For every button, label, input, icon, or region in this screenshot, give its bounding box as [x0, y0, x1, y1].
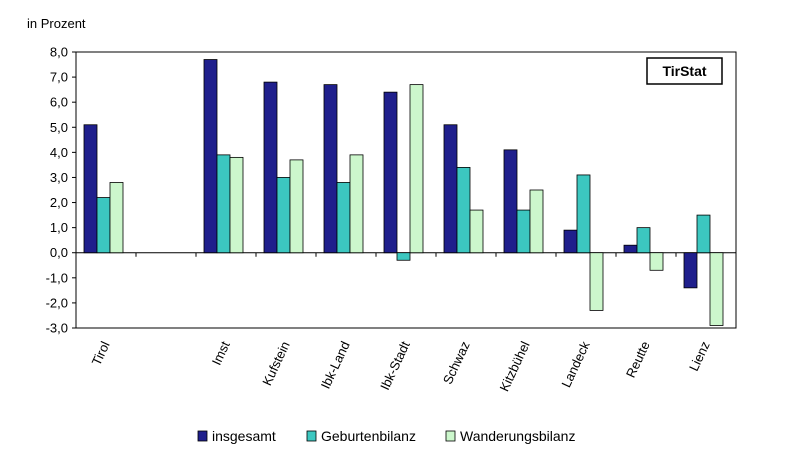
y-tick-label: 5,0	[50, 120, 68, 135]
x-tick-label: Ibk-Land	[318, 339, 353, 391]
bar	[409, 84, 424, 254]
bar	[383, 91, 398, 254]
x-tick-label: Kitzbühel	[497, 339, 533, 394]
x-tick-label: Tirol	[89, 339, 113, 368]
bar	[289, 159, 304, 254]
legend-label: insgesamt	[212, 428, 276, 444]
x-tick-label: Landeck	[558, 338, 593, 389]
bar	[529, 189, 544, 254]
bar	[263, 81, 278, 254]
bar	[83, 124, 98, 254]
y-tick-label: 6,0	[50, 95, 68, 110]
legend-label: Wanderungsbilanz	[460, 428, 575, 444]
x-tick-label: Imst	[209, 339, 233, 368]
y-tick-label: 7,0	[50, 70, 68, 85]
y-tick-label: 3,0	[50, 170, 68, 185]
legend: insgesamt Geburtenbilanz Wanderungsbilanz	[197, 428, 575, 444]
bar	[636, 227, 651, 254]
plot-frame	[75, 51, 737, 329]
bar	[276, 177, 291, 254]
bar	[216, 154, 231, 254]
brand-box: TirStat	[646, 57, 723, 85]
y-tick-label: 2,0	[50, 195, 68, 210]
bar	[589, 252, 604, 311]
bar	[203, 59, 218, 254]
plot-area: 8,0 7,0 6,0 5,0 4,0 3,0 2,0 1,0 0,0 -1,0 -2,0 -3,0 T…	[46, 45, 737, 394]
y-tick-label: -2,0	[46, 295, 68, 310]
bar	[576, 174, 591, 254]
bar	[323, 84, 338, 254]
bar	[336, 182, 351, 254]
x-tick-label: Kufstein	[259, 339, 292, 388]
x-tick-label: Ibk-Stadt	[377, 339, 413, 393]
bar	[469, 209, 484, 254]
bar	[649, 252, 664, 271]
x-tick-label: Reutte	[623, 339, 653, 380]
bar	[623, 244, 638, 254]
bar	[516, 209, 531, 254]
legend-label: Geburtenbilanz	[321, 428, 416, 444]
bar	[683, 252, 698, 289]
x-tick-label: Lienz	[686, 339, 713, 374]
bar	[709, 252, 724, 326]
brand-box-frame	[646, 57, 723, 85]
y-tick-label: 4,0	[50, 145, 68, 160]
y-axis-label: in Prozent	[27, 16, 86, 31]
bar	[443, 124, 458, 254]
bar	[503, 149, 518, 254]
y-tick-label: -3,0	[46, 321, 68, 336]
bar	[109, 182, 124, 254]
bar	[229, 156, 244, 254]
brand-label: TirStat	[662, 63, 706, 79]
y-tick-label: 0,0	[50, 245, 68, 260]
bar	[456, 167, 471, 254]
bar	[563, 229, 578, 254]
y-tick-label: 8,0	[50, 45, 68, 60]
bar	[96, 197, 111, 254]
x-tick-label: Schwaz	[440, 339, 473, 387]
bar	[349, 154, 364, 254]
legend-swatch	[445, 430, 456, 442]
legend-swatch	[197, 430, 208, 442]
bar	[396, 252, 411, 261]
bar	[696, 214, 711, 254]
legend-swatch	[306, 430, 317, 442]
y-tick-label: 1,0	[50, 220, 68, 235]
y-tick-label: -1,0	[46, 270, 68, 285]
